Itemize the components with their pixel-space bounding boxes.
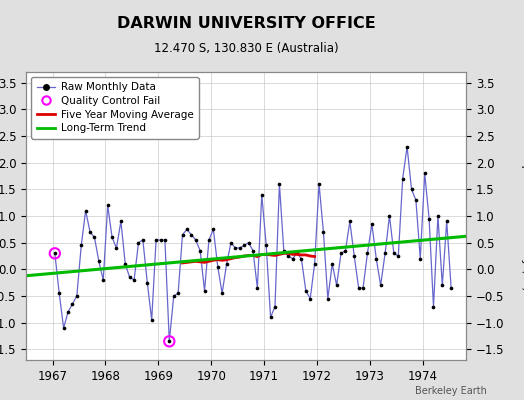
Point: [139, 237, 147, 243]
Point: [288, 256, 297, 262]
Point: [275, 181, 283, 187]
Point: [178, 232, 187, 238]
Point: [86, 229, 94, 235]
Point: [73, 293, 81, 299]
Point: [81, 208, 90, 214]
Point: [51, 250, 59, 256]
Point: [293, 250, 301, 256]
Point: [341, 248, 350, 254]
Point: [191, 237, 200, 243]
Y-axis label: Temperature Anomaly (°C): Temperature Anomaly (°C): [521, 142, 524, 290]
Point: [214, 264, 222, 270]
Point: [143, 280, 151, 286]
Text: Berkeley Earth: Berkeley Earth: [416, 386, 487, 396]
Point: [227, 240, 235, 246]
Point: [359, 285, 367, 291]
Point: [64, 309, 72, 315]
Point: [302, 288, 310, 294]
Point: [147, 317, 156, 323]
Point: [394, 253, 402, 259]
Point: [271, 304, 279, 310]
Point: [319, 229, 328, 235]
Point: [170, 293, 178, 299]
Point: [266, 314, 275, 320]
Point: [258, 192, 266, 198]
Point: [108, 234, 116, 240]
Point: [262, 242, 270, 248]
Point: [209, 226, 217, 232]
Point: [99, 277, 107, 283]
Point: [368, 221, 376, 227]
Point: [165, 338, 173, 344]
Point: [332, 282, 341, 288]
Point: [306, 296, 314, 302]
Point: [121, 261, 129, 267]
Point: [354, 285, 363, 291]
Point: [429, 304, 438, 310]
Point: [218, 290, 226, 296]
Point: [95, 258, 103, 264]
Point: [390, 250, 398, 256]
Point: [205, 237, 213, 243]
Point: [103, 202, 112, 208]
Point: [59, 325, 68, 331]
Point: [310, 261, 319, 267]
Point: [385, 213, 394, 219]
Point: [161, 237, 169, 243]
Text: DARWIN UNIVERSITY OFFICE: DARWIN UNIVERSITY OFFICE: [117, 16, 376, 31]
Text: 12.470 S, 130.830 E (Australia): 12.470 S, 130.830 E (Australia): [154, 42, 339, 55]
Point: [222, 261, 231, 267]
Point: [416, 256, 424, 262]
Point: [240, 242, 248, 248]
Point: [68, 301, 77, 307]
Point: [425, 216, 433, 222]
Point: [328, 261, 336, 267]
Point: [117, 218, 125, 224]
Point: [376, 282, 385, 288]
Point: [372, 256, 380, 262]
Point: [337, 250, 345, 256]
Point: [297, 256, 305, 262]
Point: [284, 253, 292, 259]
Point: [253, 285, 261, 291]
Point: [350, 253, 358, 259]
Point: [200, 288, 209, 294]
Point: [236, 245, 244, 251]
Point: [55, 290, 63, 296]
Point: [125, 274, 134, 280]
Point: [231, 245, 239, 251]
Point: [438, 282, 446, 288]
Point: [156, 237, 165, 243]
Point: [183, 226, 191, 232]
Point: [381, 250, 389, 256]
Point: [407, 186, 416, 192]
Point: [165, 338, 173, 344]
Point: [421, 170, 429, 176]
Point: [152, 237, 160, 243]
Point: [134, 240, 143, 246]
Point: [187, 232, 195, 238]
Point: [51, 250, 59, 256]
Point: [112, 245, 121, 251]
Point: [447, 285, 455, 291]
Point: [403, 144, 411, 150]
Point: [363, 250, 372, 256]
Point: [280, 248, 288, 254]
Point: [324, 296, 332, 302]
Point: [244, 240, 253, 246]
Point: [434, 213, 442, 219]
Point: [346, 218, 354, 224]
Point: [412, 197, 420, 203]
Point: [90, 234, 99, 240]
Point: [77, 242, 85, 248]
Point: [442, 218, 451, 224]
Point: [196, 248, 204, 254]
Point: [174, 290, 182, 296]
Point: [315, 181, 323, 187]
Legend: Raw Monthly Data, Quality Control Fail, Five Year Moving Average, Long-Term Tren: Raw Monthly Data, Quality Control Fail, …: [31, 77, 199, 138]
Point: [398, 176, 407, 182]
Point: [249, 248, 257, 254]
Point: [130, 277, 138, 283]
